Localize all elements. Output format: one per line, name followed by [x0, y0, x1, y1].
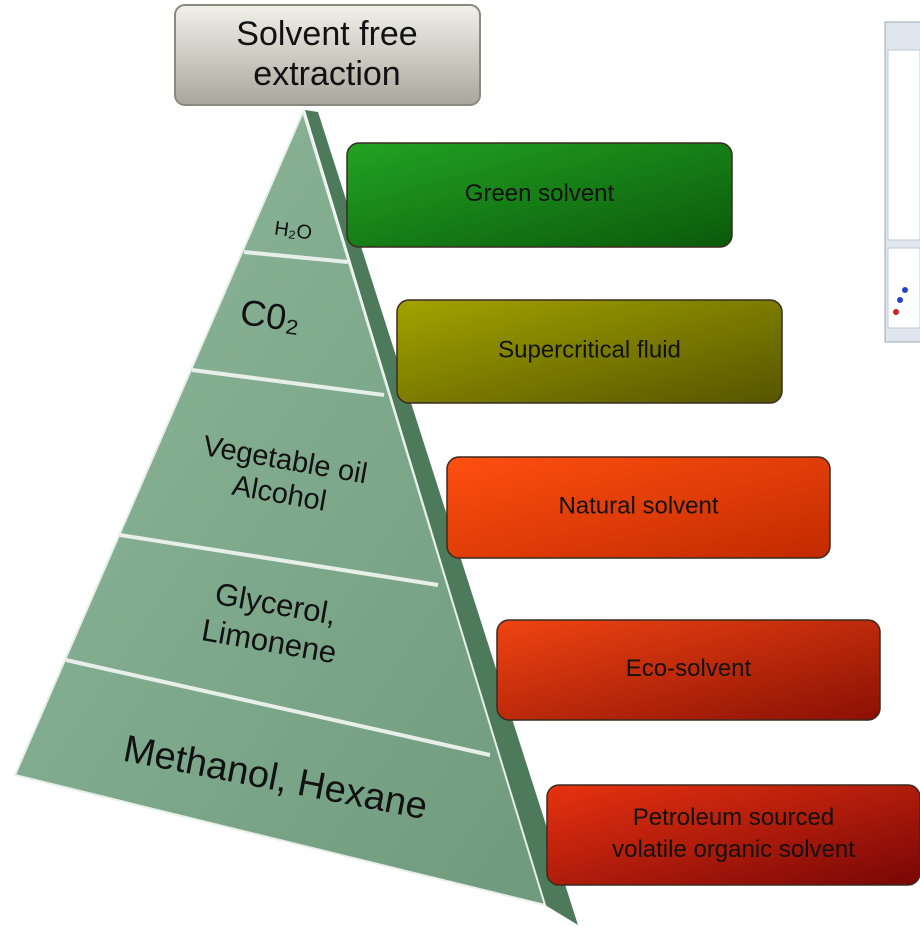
solvent-class-label-line: Natural solvent: [558, 493, 718, 520]
solvent-class-label: Supercritical fluid: [498, 337, 681, 364]
diagram: Green solvent Supercritical fluid Natural …: [0, 0, 920, 927]
solvent-class-label-line: Eco-solvent: [626, 655, 752, 682]
solvent-class-label: Natural solvent: [558, 493, 718, 520]
solvent-class-label-line: Green solvent: [465, 180, 615, 207]
solvent-class-box: [547, 785, 920, 885]
top-box-text-line: extraction: [253, 55, 400, 93]
solvent-class-label-line: Supercritical fluid: [498, 337, 681, 364]
thumbnail: [885, 22, 920, 342]
pyramid-level-label: C0₂: [238, 291, 303, 340]
page: Green solvent Supercritical fluid Natural …: [0, 0, 920, 927]
solvent-class-label-line: Petroleum sourced: [633, 804, 834, 831]
solvent-class-label: Eco-solvent: [626, 655, 752, 682]
solvent-class-label-line: volatile organic solvent: [612, 836, 855, 863]
pyramid-level-label-line: C0₂: [238, 291, 303, 340]
solvent-class-label: Green solvent: [465, 180, 615, 207]
top-box-text-line: Solvent free: [236, 15, 417, 53]
